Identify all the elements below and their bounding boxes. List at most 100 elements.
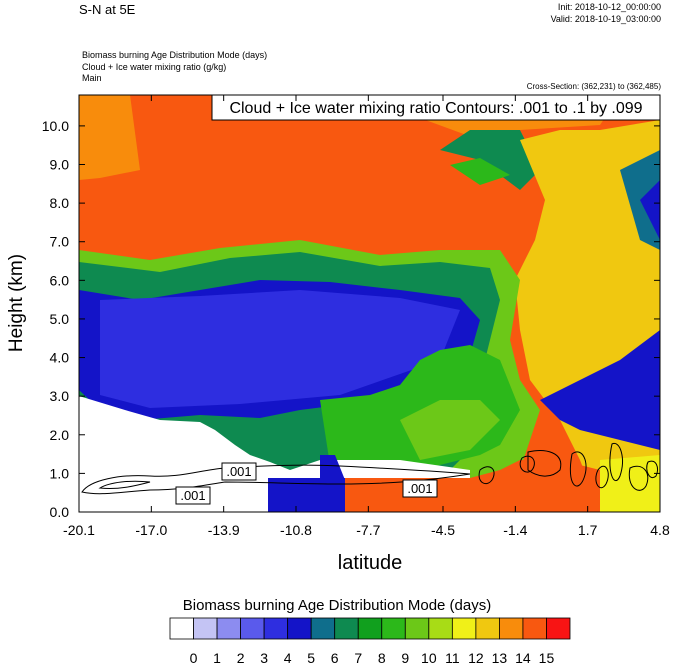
colorbar-label: 7 — [354, 650, 362, 666]
field-blue-core-inner — [100, 290, 460, 408]
contour-value-box — [221, 462, 257, 481]
x-tick-label: -13.9 — [208, 522, 240, 538]
x-axis: -20.1 -17.0 -13.9 -10.8 -7.7 -4.5 -1.4 1.7 4.8 — [63, 95, 670, 538]
colorbar-label: 5 — [307, 650, 315, 666]
field-green-top-center — [440, 130, 540, 190]
colorbar-label: 0 — [190, 650, 198, 666]
colorbar-labels: 0 1 2 3 4 5 6 7 8 9 10 11 12 13 14 15 — [190, 650, 555, 666]
colorbar-label: 10 — [421, 650, 437, 666]
colorbar-label: 4 — [284, 650, 292, 666]
y-tick-label: 3.0 — [50, 388, 70, 404]
y-tick-label: 10.0 — [42, 118, 69, 134]
colorbar-label: 12 — [468, 650, 484, 666]
x-tick-label: -7.7 — [356, 522, 380, 538]
field-description-contour: Cloud + Ice water mixing ratio (g/kg) — [82, 62, 227, 72]
field-description-domain: Main — [82, 73, 102, 83]
contour-value-box — [402, 479, 438, 498]
colorbar-label: 11 — [445, 650, 460, 666]
colorbar-label: 13 — [492, 650, 508, 666]
x-tick-label: -4.5 — [431, 522, 455, 538]
colorbar-swatch — [404, 617, 430, 640]
colorbar-swatch — [287, 617, 312, 640]
field-blue-right-upper — [640, 180, 660, 240]
y-tick-label: 4.0 — [50, 350, 70, 366]
colorbar-title: Biomass burning Age Distribution Mode (d… — [182, 597, 492, 614]
y-tick-label: 5.0 — [50, 311, 70, 327]
colorbar-swatch — [451, 617, 477, 640]
colorbar-swatch — [216, 617, 241, 640]
field-blue-surface-plume — [320, 455, 345, 480]
field-blue-surface — [268, 478, 345, 512]
colorbar-label: 3 — [260, 650, 268, 666]
colorbar-swatch — [499, 617, 524, 640]
contour-value-label: .001 — [180, 488, 205, 503]
field-orange-surface — [345, 460, 600, 512]
colorbar-swatch — [357, 617, 383, 640]
colorbar-swatch — [334, 617, 359, 640]
contour-legend-text: Cloud + Ice water mixing ratio Contours:… — [229, 100, 642, 117]
colorbar-swatch — [522, 617, 547, 640]
colorbar-swatch — [263, 617, 289, 640]
y-axis-label: Height (km) — [6, 254, 27, 352]
colorbar-label: 9 — [401, 650, 409, 666]
y-tick-label: 0.0 — [50, 504, 70, 520]
contour-cell-2 — [519, 455, 535, 473]
y-tick-label: 8.0 — [50, 195, 70, 211]
contour-cell-6 — [609, 442, 623, 482]
contour-value-label: .001 — [407, 481, 432, 496]
field-blue-right-lower — [540, 330, 660, 450]
field-description-shaded: Biomass burning Age Distribution Mode (d… — [82, 50, 268, 60]
cross-section-label: Cross-Section: (362,231) to (362,485) — [526, 82, 661, 91]
contour-cell-3 — [527, 450, 562, 477]
contour-cell-8 — [646, 460, 659, 478]
x-axis-label: latitude — [338, 552, 403, 574]
y-axis: 0.0 1.0 2.0 3.0 4.0 5.0 6.0 7.0 8.0 9.0 10.0 — [42, 118, 660, 520]
colorbar-label: 15 — [539, 650, 555, 666]
x-tick-label: 1.7 — [578, 522, 598, 538]
colorbar-label: 2 — [237, 650, 245, 666]
colorbar-swatch — [475, 617, 500, 640]
contour-cell-4 — [569, 451, 587, 487]
contour-cell-5 — [595, 465, 609, 489]
colorbar-swatch — [546, 617, 571, 640]
y-tick-label: 7.0 — [50, 234, 70, 250]
plot-title: S-N at 5E — [79, 2, 136, 17]
colorbar-swatch — [169, 617, 194, 640]
field-green-top-center-inner — [450, 158, 510, 185]
field-yellow-surface — [600, 455, 660, 512]
init-time: Init: 2018-10-12_00:00:00 — [557, 2, 661, 12]
valid-time: Valid: 2018-10-19_03:00:00 — [550, 14, 661, 24]
field-lightgreen-mid — [400, 400, 500, 460]
colorbar-swatch — [310, 617, 336, 640]
colorbar-label: 14 — [515, 650, 531, 666]
x-tick-label: 4.8 — [650, 522, 670, 538]
contour-cell-7 — [628, 465, 649, 491]
contour-value-label: .001 — [226, 464, 251, 479]
x-tick-label: -1.4 — [503, 522, 527, 538]
colorbar-swatch — [193, 617, 218, 640]
colorbar-label: 6 — [331, 650, 339, 666]
contour-legend-frame — [211, 94, 661, 121]
contour-value-box — [175, 486, 211, 505]
y-tick-label: 1.0 — [50, 465, 70, 481]
x-tick-label: -20.1 — [63, 522, 95, 538]
y-tick-label: 9.0 — [50, 157, 70, 173]
field-white-lower-left — [79, 396, 290, 470]
colorbar-swatch — [428, 617, 453, 640]
y-tick-label: 6.0 — [50, 272, 70, 288]
contour-cell-1 — [478, 466, 495, 485]
contour-value-labels: .001 .001 .001 — [175, 462, 438, 505]
field-orange-upper-left — [79, 95, 140, 180]
x-tick-label: -17.0 — [135, 522, 167, 538]
colorbar-swatch — [240, 617, 265, 640]
colorbar-label: 1 — [213, 650, 221, 666]
contour-line-001-left — [98, 480, 151, 489]
x-tick-label: -10.8 — [280, 522, 312, 538]
colorbar-swatch — [381, 617, 406, 640]
contour-legend-box: Cloud + Ice water mixing ratio Contours:… — [211, 94, 661, 121]
y-tick-label: 2.0 — [50, 427, 70, 443]
shaded-field — [79, 95, 660, 512]
colorbar-label: 8 — [378, 650, 386, 666]
colorbar — [169, 617, 571, 640]
